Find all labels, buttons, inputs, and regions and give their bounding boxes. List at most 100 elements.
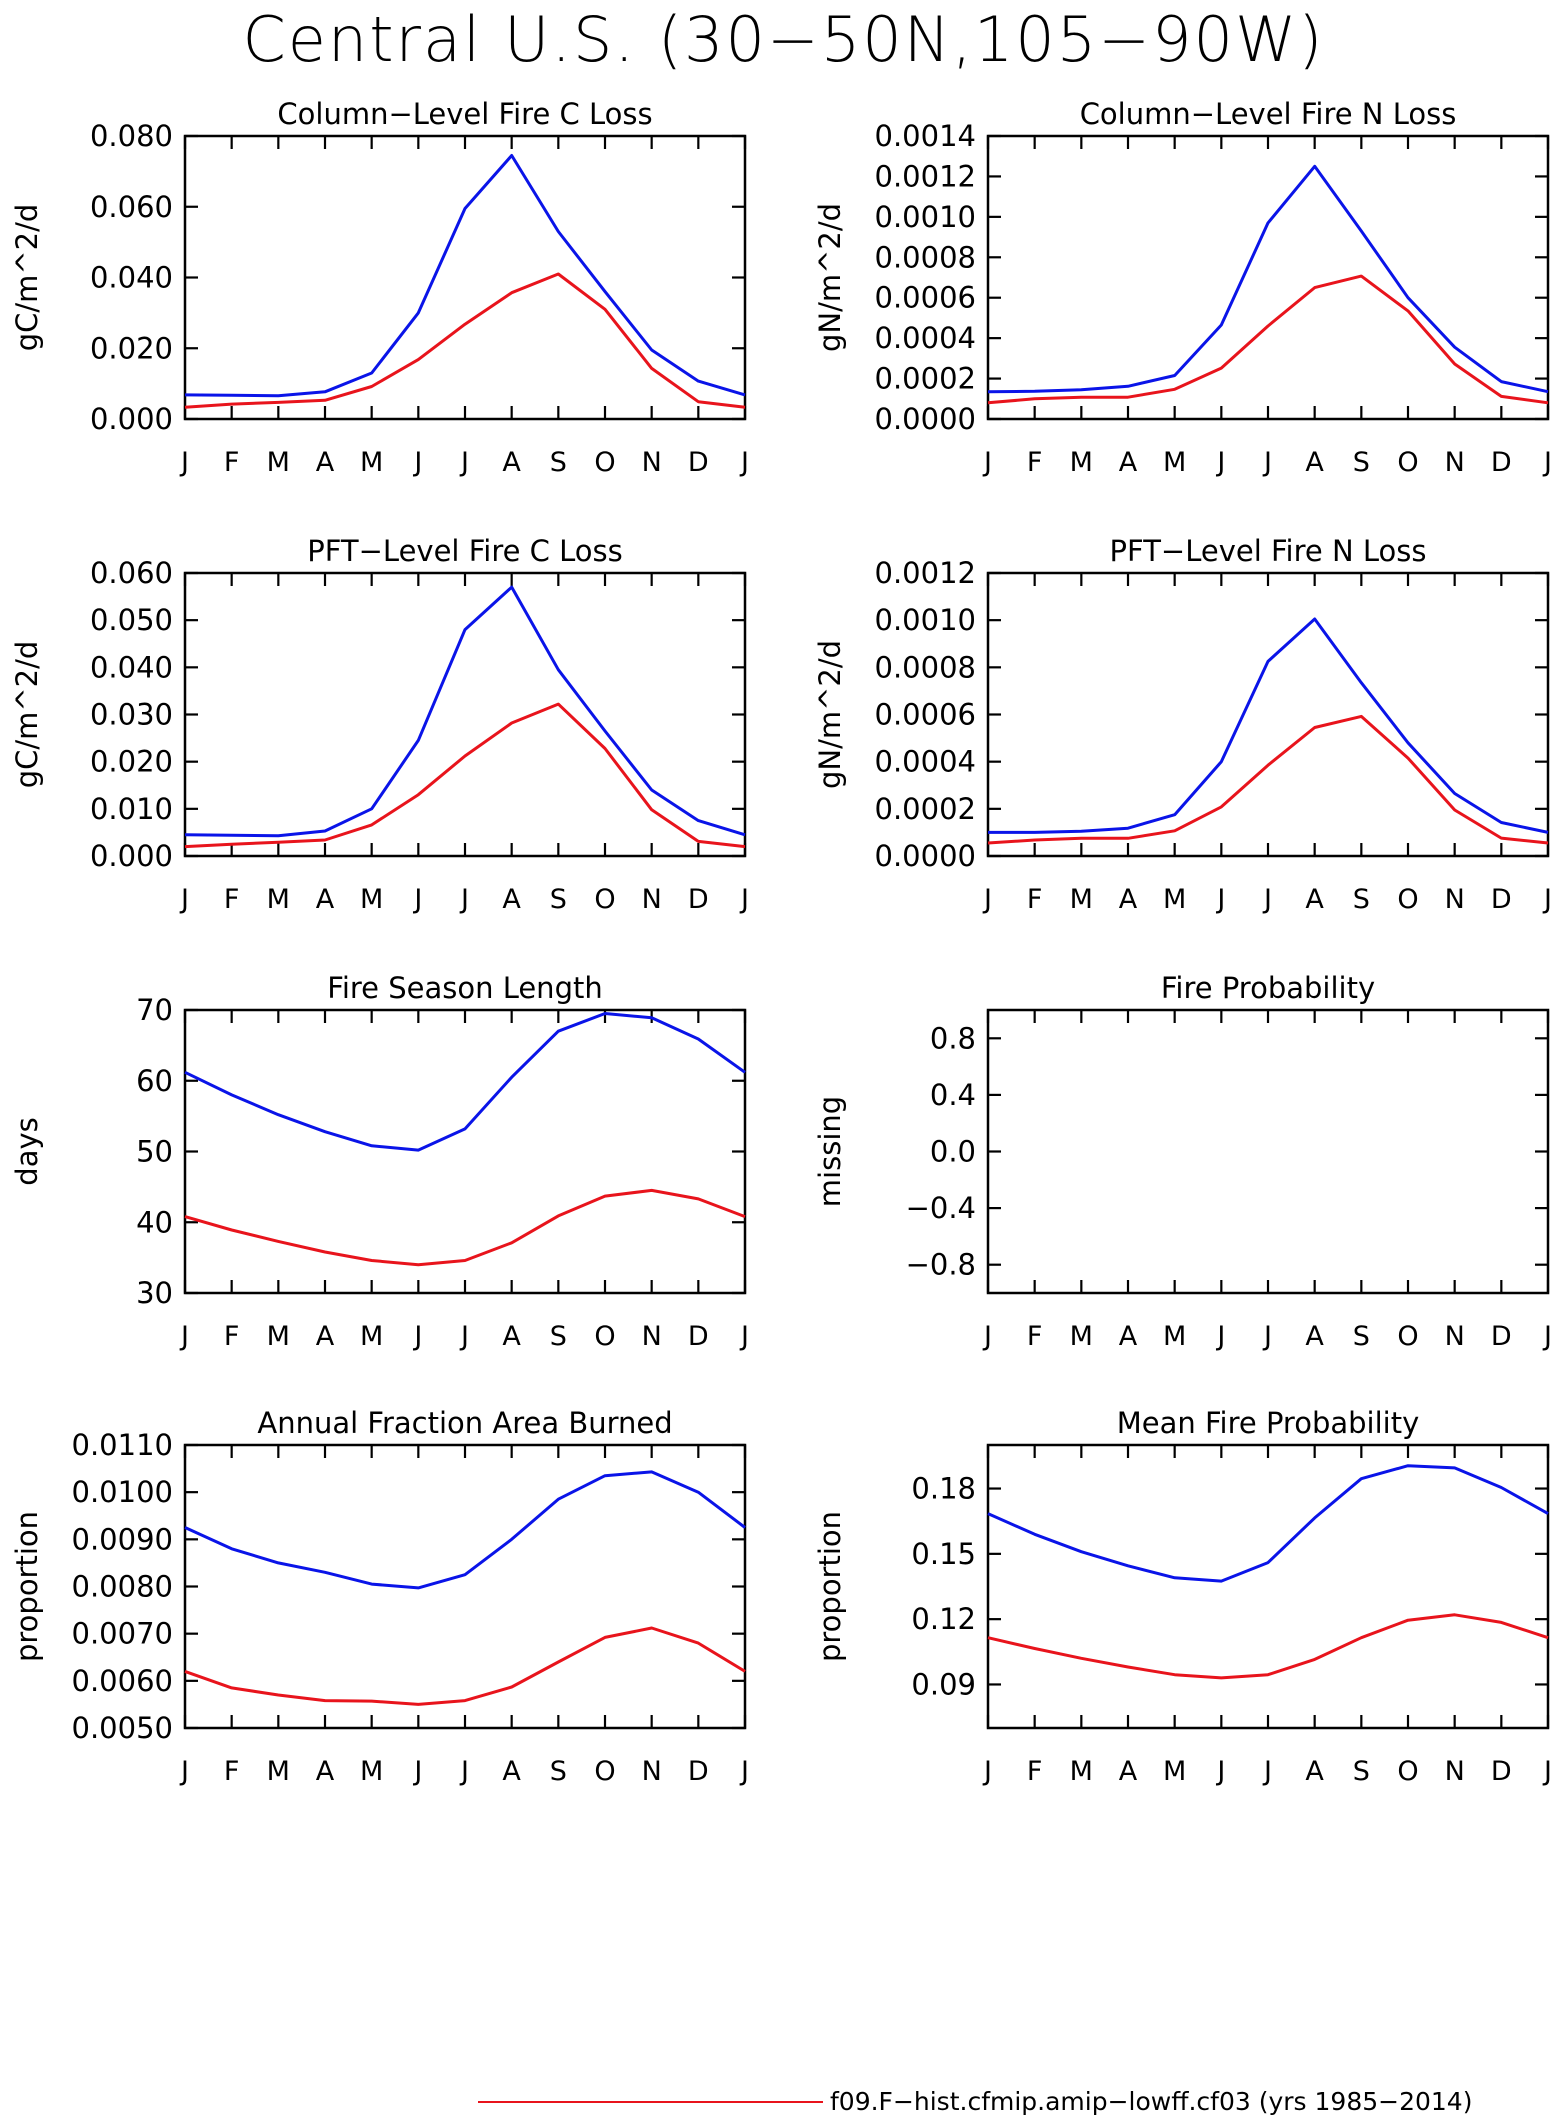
x-tick-label: N [1445,447,1465,478]
x-tick-label: A [316,884,335,915]
plot-frame [986,1008,1550,1295]
x-tick-label: J [1262,1756,1272,1787]
x-tick-label: A [1119,447,1138,478]
y-axis-label: missing [813,1096,847,1207]
y-tick-label: 0.0090 [72,1522,173,1556]
x-tick-label: D [1491,1756,1512,1787]
y-tick-label: 0.0004 [875,321,976,355]
chart-title: PFT−Level Fire C Loss [307,534,623,568]
x-tick-label: J [459,1321,469,1352]
y-tick-label: 0.0008 [875,650,976,684]
y-axis-label: gC/m^2/d [10,204,44,352]
x-tick-label: J [1262,447,1272,478]
x-tick-label: D [1491,1321,1512,1352]
x-tick-label: S [550,1756,567,1787]
y-tick-label: 70 [136,993,173,1027]
panel-column-level-fire-n-loss: Column−Level Fire N Loss gN/m^2/d 0.0000 0.… [813,97,1552,478]
y-tick-label: 0.12 [911,1602,976,1636]
y-tick-label: 0.010 [90,792,173,826]
x-tick-label: N [1445,1321,1465,1352]
x-tick-label: J [982,447,992,478]
panel-mean-fire-probability: Mean Fire Probability proportion 0.09 0.12 0… [813,1406,1552,1787]
x-tick-label: N [642,1756,662,1787]
x-tick-label: A [1119,1756,1138,1787]
x-tick-label: N [1445,1756,1465,1787]
x-tick-label: M [267,1756,290,1787]
x-tick-label: J [459,1756,469,1787]
x-tick-label: O [594,447,615,478]
series-line-1 [184,585,746,838]
y-tick-label: 0.0000 [875,402,976,436]
x-tick-label: A [502,1321,521,1352]
y-tick-label: 0.0 [930,1135,976,1169]
y-axis-label: days [10,1117,44,1185]
y-tick-label: 60 [136,1064,173,1098]
y-axis-label: proportion [813,1511,847,1662]
y-tick-label: 0.030 [90,698,173,732]
series-line-1 [184,1012,746,1152]
series-line-2 [987,274,1549,405]
x-tick-label: M [1070,1756,1093,1787]
y-tick-label: 0.0006 [875,698,976,732]
x-tick-label: N [642,1321,662,1352]
x-tick-label: O [1397,1756,1418,1787]
x-tick-label: F [1027,884,1043,915]
x-tick-label: A [316,1321,335,1352]
series-line-2 [987,714,1549,845]
x-tick-label: A [1305,1756,1324,1787]
x-tick-label: O [594,884,615,915]
x-tick-label: S [1353,1321,1370,1352]
x-tick-label: M [267,447,290,478]
y-tick-label: 50 [136,1135,173,1169]
chart-title: Fire Season Length [327,971,602,1005]
y-tick-label: 0.040 [90,261,173,295]
x-tick-label: J [982,1756,992,1787]
panel-pft-level-fire-c-loss: PFT−Level Fire C Loss gC/m^2/d 0.000 0.010 0… [10,534,749,915]
x-tick-label: J [459,884,469,915]
x-tick-label: F [1027,1756,1043,1787]
panel-pft-level-fire-n-loss: PFT−Level Fire N Loss gN/m^2/d 0.0000 0.000… [813,534,1552,915]
x-tick-label: F [224,447,240,478]
y-tick-label: 0.0080 [72,1570,173,1604]
y-tick-label: 0.020 [90,745,173,779]
x-tick-label: J [459,447,469,478]
y-tick-label: 40 [136,1205,173,1239]
legend-label: f09.F−hist.cfmip.amip−lowff.cf03 (yrs 19… [830,2087,1473,2116]
y-tick-label: 0.0012 [875,159,976,193]
x-tick-label: A [502,1756,521,1787]
y-axis-label: gN/m^2/d [813,640,847,789]
x-tick-label: J [1262,884,1272,915]
y-tick-label: 0.0050 [72,1711,173,1745]
x-tick-label: M [1070,1321,1093,1352]
x-tick-label: M [267,884,290,915]
panel-annual-fraction-area-burned: Annual Fraction Area Burned proportion 0.0… [10,1406,749,1787]
x-tick-label: F [1027,447,1043,478]
x-tick-label: J [1215,884,1225,915]
x-tick-label: S [550,884,567,915]
series-line-2 [184,702,746,849]
x-tick-label: J [739,1321,749,1352]
series-line-2 [184,1188,746,1267]
chart-title: Mean Fire Probability [1117,1406,1420,1440]
x-tick-label: J [1215,447,1225,478]
x-tick-label: J [1542,1756,1552,1787]
x-tick-label: J [982,1321,992,1352]
x-tick-label: M [1163,1756,1186,1787]
x-tick-label: S [550,1321,567,1352]
plot-frame [986,1443,1550,1730]
x-tick-label: J [739,884,749,915]
y-tick-label: 0.0060 [72,1664,173,1698]
x-tick-label: J [412,447,422,478]
series-line-2 [184,1626,746,1706]
y-tick-label: 0.0100 [72,1475,173,1509]
x-tick-label: M [1163,447,1186,478]
page-title: Central U.S. (30−50N,105−90W) [242,3,1325,76]
plot-frame [183,571,747,858]
y-tick-label: −0.8 [906,1248,976,1282]
x-tick-label: M [360,1321,383,1352]
y-tick-label: 0.0110 [72,1428,173,1462]
panel-column-level-fire-c-loss: Column−Level Fire C Loss gC/m^2/d 0.000 0.0… [10,97,749,478]
y-tick-label: 0.0010 [875,200,976,234]
